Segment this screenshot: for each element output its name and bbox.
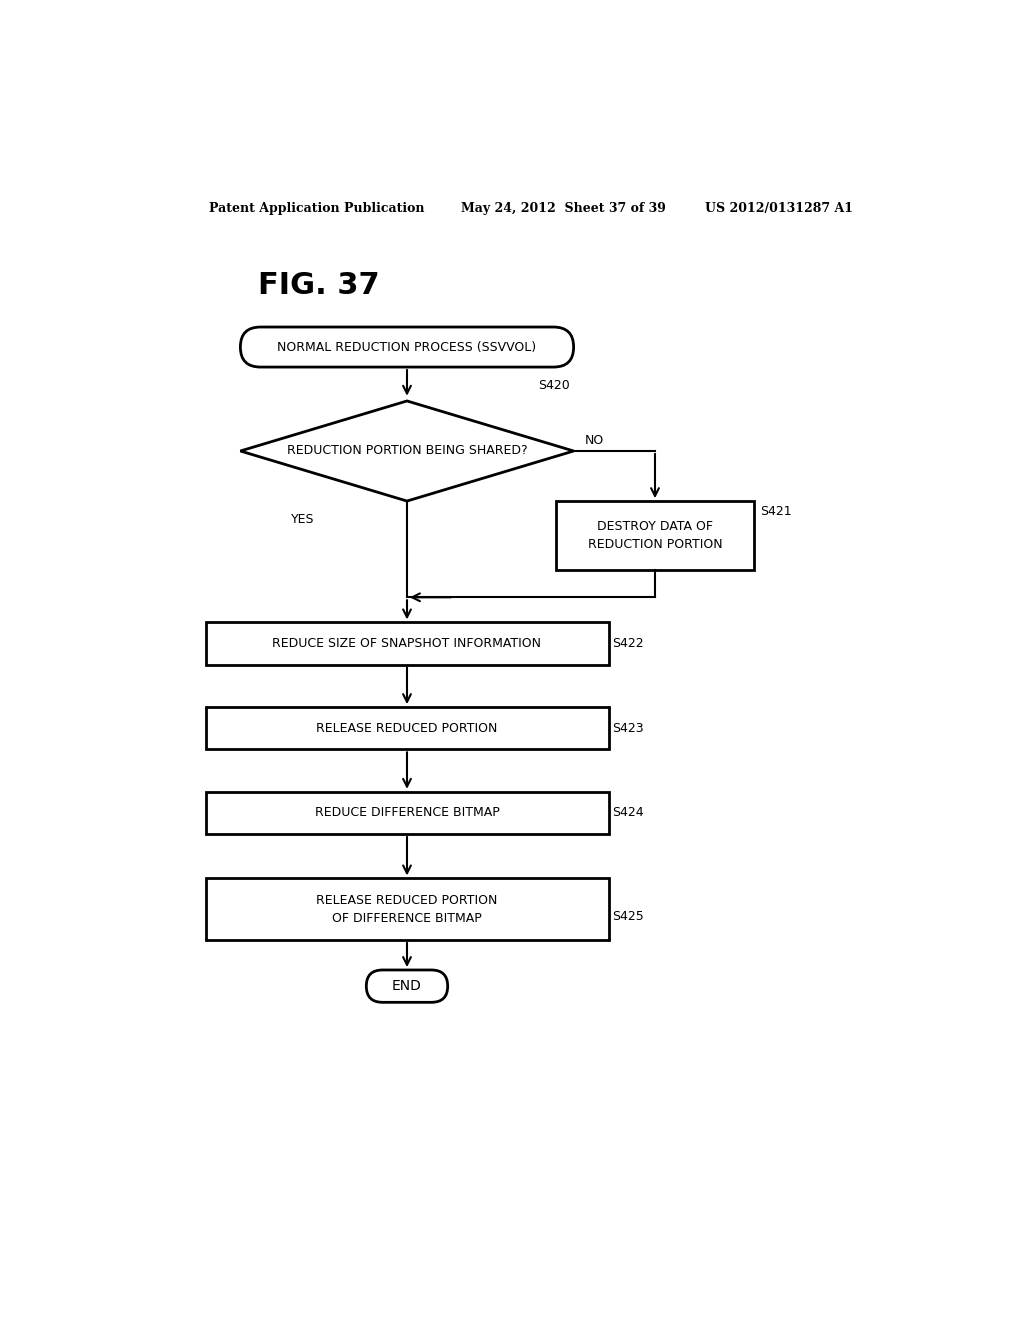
FancyBboxPatch shape	[206, 792, 608, 834]
Text: YES: YES	[291, 512, 314, 525]
FancyBboxPatch shape	[556, 502, 754, 570]
Text: NO: NO	[586, 434, 604, 447]
Text: END: END	[392, 979, 422, 993]
FancyBboxPatch shape	[206, 878, 608, 940]
Text: RELEASE REDUCED PORTION: RELEASE REDUCED PORTION	[316, 722, 498, 735]
Text: S422: S422	[612, 638, 644, 649]
FancyBboxPatch shape	[206, 622, 608, 665]
Text: S425: S425	[612, 911, 644, 924]
Text: REDUCE SIZE OF SNAPSHOT INFORMATION: REDUCE SIZE OF SNAPSHOT INFORMATION	[272, 638, 542, 649]
Text: S420: S420	[538, 379, 569, 392]
Text: S424: S424	[612, 807, 644, 820]
Text: DESTROY DATA OF
REDUCTION PORTION: DESTROY DATA OF REDUCTION PORTION	[588, 520, 722, 552]
Text: May 24, 2012  Sheet 37 of 39: May 24, 2012 Sheet 37 of 39	[461, 202, 667, 215]
Text: S423: S423	[612, 722, 644, 735]
FancyBboxPatch shape	[367, 970, 447, 1002]
Text: NORMAL REDUCTION PROCESS (SSVVOL): NORMAL REDUCTION PROCESS (SSVVOL)	[278, 341, 537, 354]
Text: Patent Application Publication: Patent Application Publication	[209, 202, 425, 215]
Text: FIG. 37: FIG. 37	[258, 271, 380, 300]
Polygon shape	[241, 401, 573, 502]
Text: RELEASE REDUCED PORTION
OF DIFFERENCE BITMAP: RELEASE REDUCED PORTION OF DIFFERENCE BI…	[316, 894, 498, 924]
FancyBboxPatch shape	[241, 327, 573, 367]
Text: REDUCE DIFFERENCE BITMAP: REDUCE DIFFERENCE BITMAP	[314, 807, 500, 820]
FancyBboxPatch shape	[206, 708, 608, 750]
Text: US 2012/0131287 A1: US 2012/0131287 A1	[706, 202, 853, 215]
Text: S421: S421	[760, 506, 792, 517]
Text: REDUCTION PORTION BEING SHARED?: REDUCTION PORTION BEING SHARED?	[287, 445, 527, 458]
